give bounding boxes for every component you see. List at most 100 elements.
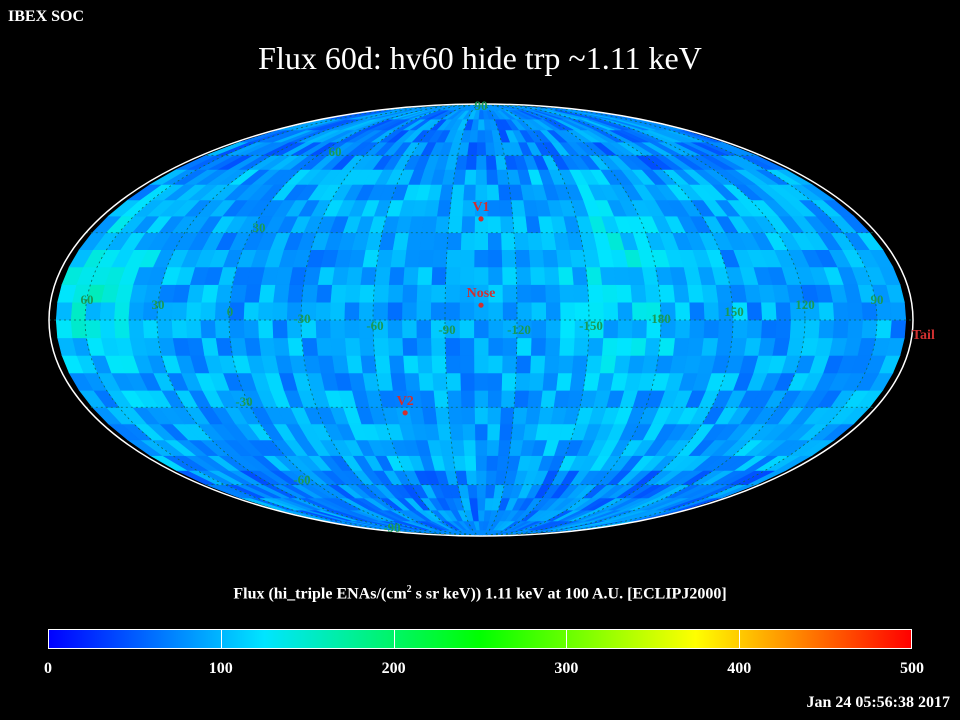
flux-pixel [729, 284, 747, 303]
flux-pixel [301, 337, 318, 356]
longitude-label: 150 [724, 304, 744, 319]
flux-pixel [475, 141, 487, 156]
flux-pixel [401, 337, 418, 356]
flux-pixel [486, 423, 501, 441]
flux-pixel [258, 284, 276, 303]
flux-pixel [430, 355, 447, 374]
flux-pixel [416, 355, 433, 374]
flux-pixel [473, 389, 489, 408]
flux-pixel [508, 184, 524, 201]
flux-pixel [715, 337, 733, 356]
flux-pixel [544, 337, 561, 356]
flux-pixel [703, 301, 719, 321]
flux-pixel [497, 184, 512, 201]
flux-pixel [530, 301, 547, 321]
flux-pixel [789, 319, 806, 339]
flux-pixel [487, 337, 503, 356]
flux-pixel [272, 284, 290, 303]
flux-pixel [465, 155, 477, 170]
flux-pixel [571, 266, 588, 285]
longitude-label: 60 [81, 292, 94, 307]
flux-pixel [243, 319, 259, 339]
flux-pixel [500, 232, 516, 250]
flux-pixel [286, 284, 304, 303]
flux-pixel [461, 423, 476, 441]
flux-pixel [463, 169, 477, 185]
flux-pixel [615, 284, 633, 303]
flux-pixel [257, 301, 274, 321]
flux-pixel [473, 355, 489, 374]
flux-pixel [329, 337, 347, 356]
flux-pixel [615, 337, 633, 356]
flux-pixel [243, 337, 262, 356]
flux-pixel [846, 301, 863, 321]
flux-pixel [99, 319, 116, 339]
flux-pixel [501, 372, 517, 391]
flux-pixel [644, 337, 661, 356]
flux-pixel [616, 301, 633, 321]
flux-pixel [516, 301, 532, 321]
flux-pixel [430, 301, 446, 321]
flux-pixel [498, 199, 513, 217]
flux-pixel [631, 301, 647, 321]
meridian-line [372, 103, 482, 537]
flux-pixel [417, 372, 434, 391]
flux-pixel [629, 284, 647, 303]
flux-pixel [434, 406, 450, 425]
flux-pixel [501, 266, 517, 285]
flux-pixel [460, 406, 476, 425]
flux-pixel [524, 215, 541, 233]
flux-pixel [539, 389, 557, 408]
flux-pixel [214, 319, 231, 339]
flux-pixel [700, 284, 719, 303]
flux-pixel [571, 355, 588, 374]
flux-pixel [343, 301, 360, 321]
flux-pixel [459, 319, 475, 339]
flux-pixel [460, 215, 476, 233]
flux-pixel [486, 215, 502, 233]
flux-pixel [572, 284, 589, 303]
flux-pixel [459, 337, 475, 356]
flux-pixel [760, 319, 777, 339]
flux-pixel [127, 319, 145, 339]
flux-pixel [530, 284, 546, 303]
caption-part-2: s sr keV)) 1.11 keV at 100 A.U. [ECLIPJ2… [411, 585, 727, 603]
flux-pixel [473, 266, 489, 285]
flux-pixel [688, 319, 705, 339]
flux-pixel [487, 319, 503, 339]
longitude-label: 90 [871, 292, 884, 307]
longitude-label: 0 [227, 304, 234, 319]
flux-pixel [487, 266, 503, 285]
flux-pixel [477, 118, 485, 131]
flux-pixel [557, 355, 574, 374]
flux-pixel [529, 266, 546, 285]
flux-pixel [416, 337, 432, 356]
sky-map: 60 30 0 -30 -60 -90 -120 -150 180 150 120 90 90 60 30 -… [48, 98, 935, 537]
flux-pixel [344, 284, 361, 303]
flux-pixel [431, 249, 448, 268]
flux-pixel [498, 423, 513, 441]
flux-pixel [450, 184, 465, 201]
latitude-label: -30 [235, 394, 252, 409]
marker-dot [478, 302, 484, 308]
flux-pixel [644, 284, 661, 303]
flux-pixel [627, 266, 645, 285]
flux-pixel [389, 249, 407, 268]
flux-pixel [434, 215, 450, 233]
flux-pixel [516, 337, 532, 356]
flux-pixel [803, 319, 820, 339]
flux-pixel [485, 155, 497, 170]
flux-pixel [480, 104, 527, 111]
flux-pixel [271, 319, 288, 339]
flux-pixel [444, 284, 461, 303]
marker-dot [478, 216, 484, 222]
flux-pixel [686, 337, 704, 356]
flux-pixel [444, 301, 460, 321]
flux-pixel [717, 319, 734, 339]
flux-pixel [271, 301, 288, 321]
flux-pixel [447, 215, 463, 233]
longitude-label: 30 [152, 297, 165, 312]
flux-pixel [465, 470, 477, 486]
flux-pixel [555, 249, 573, 268]
flux-pixel [228, 319, 245, 339]
